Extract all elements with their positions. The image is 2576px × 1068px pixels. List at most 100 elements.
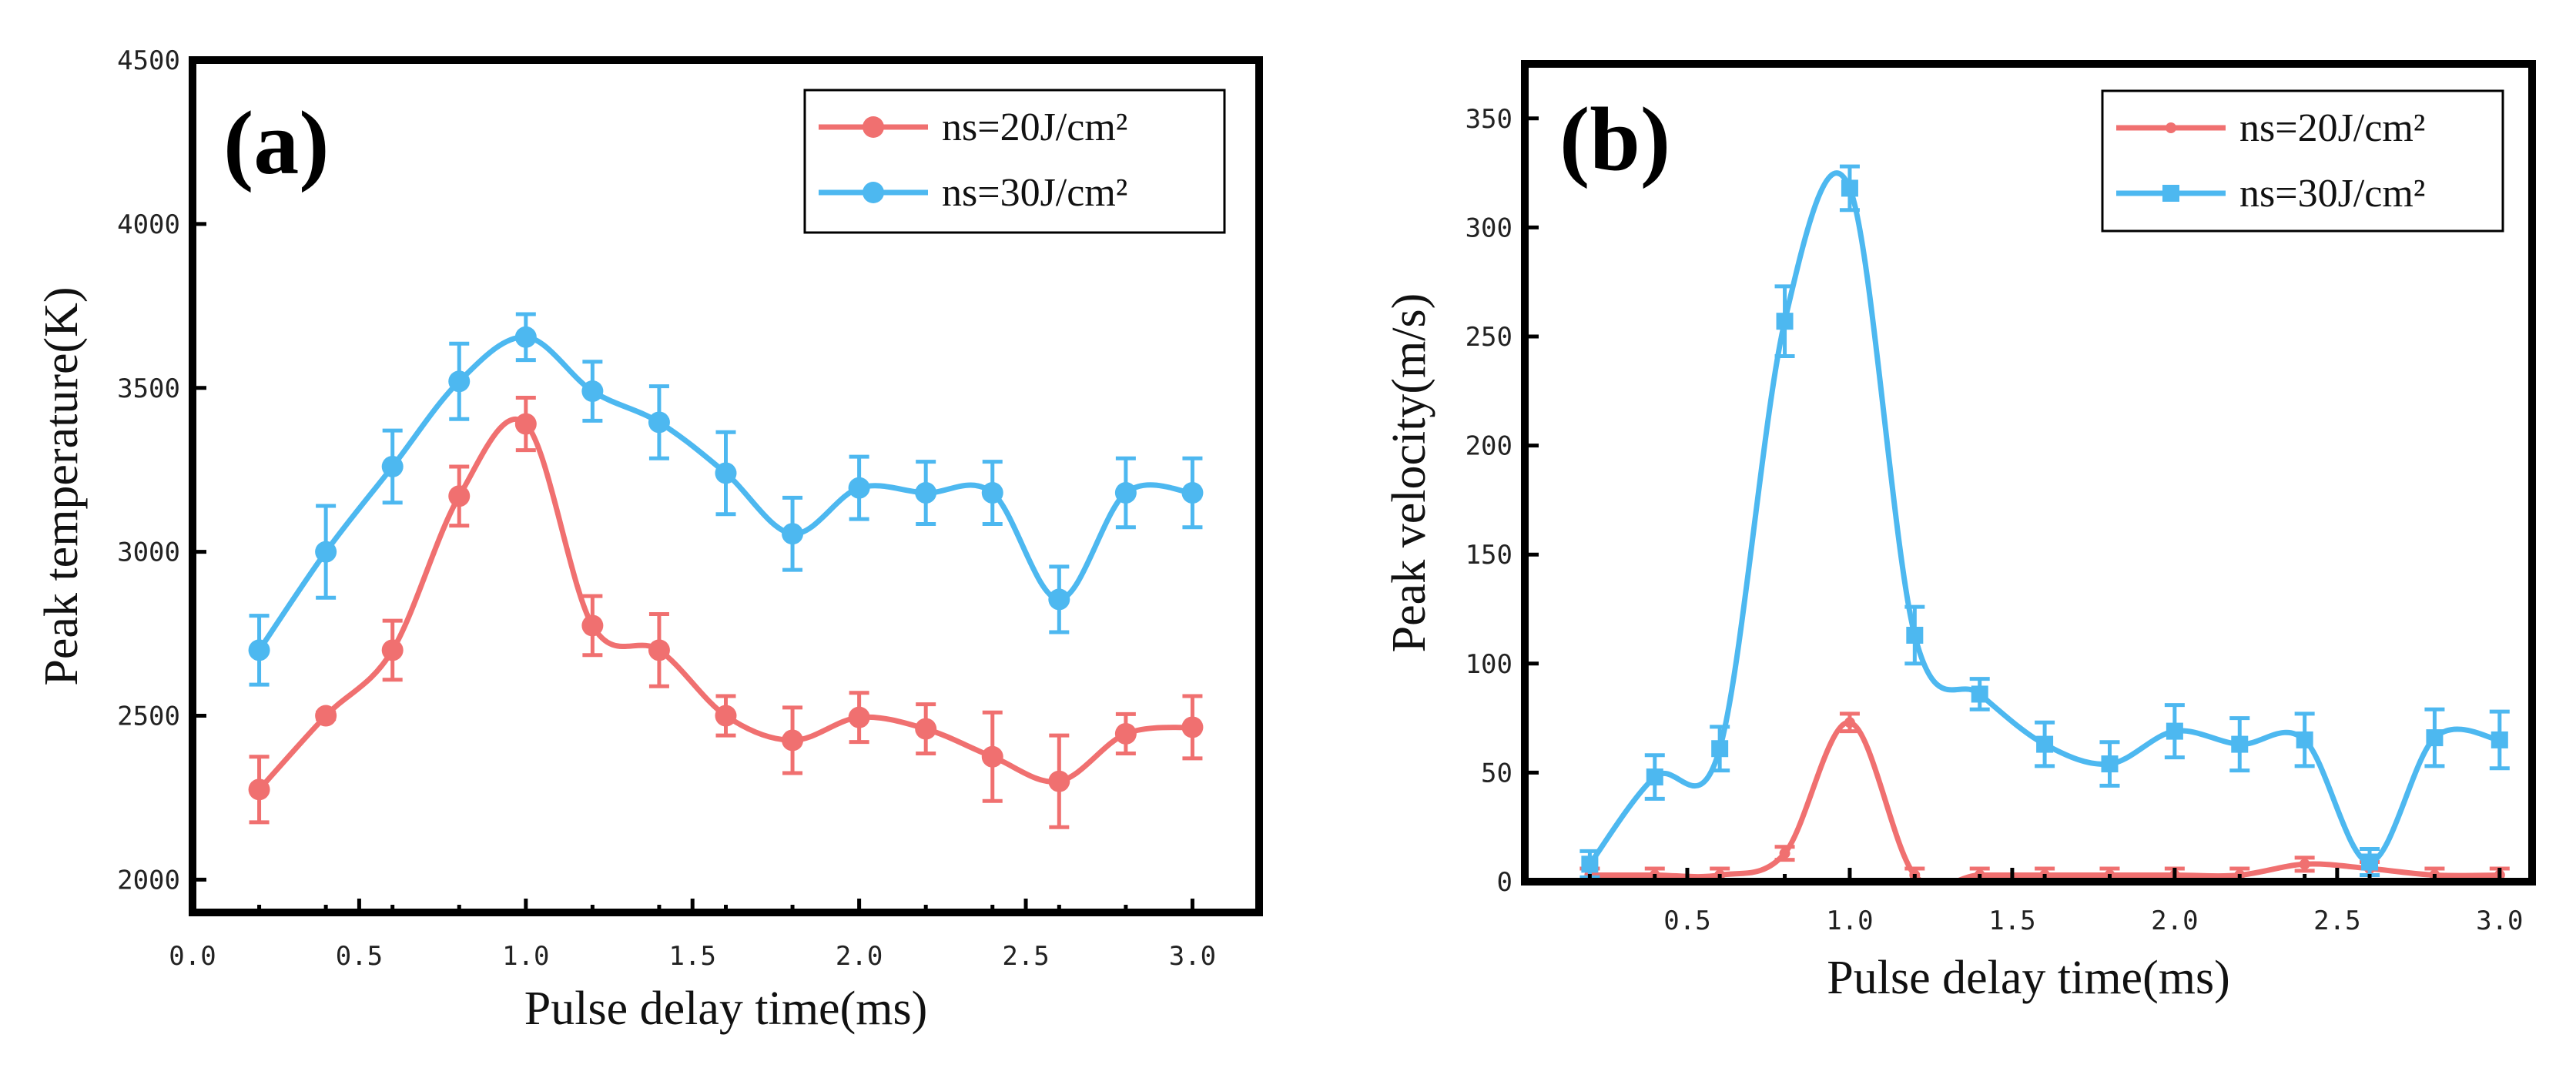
panel-b-series-2-point: [1581, 855, 1599, 873]
panel-b-series-2-point: [1971, 685, 1988, 703]
panel-a-y-tick-label: 2500: [117, 701, 180, 732]
panel-b-y-tick-label: 150: [1466, 540, 1512, 571]
panel-a-series-1-point: [915, 718, 937, 740]
panel-a-label: (a): [223, 92, 330, 193]
panel-b-frame: [1521, 60, 2536, 886]
panel-a-y-tick-label: 4500: [117, 45, 180, 76]
panel-b-legend-label: ns=20J/cm²: [2239, 106, 2425, 150]
panel-b-series-2-point: [2101, 755, 2119, 773]
panel-a-series-2-point: [448, 370, 471, 393]
panel-b-series-2-point: [1646, 768, 1663, 786]
panel-a-series-2-point: [848, 477, 870, 499]
panel-a-series-1-point: [981, 745, 1003, 768]
panel-a-series-1: [248, 396, 1204, 829]
panel-a-series-1-point: [448, 485, 471, 507]
panel-b-series-2-point: [2296, 731, 2313, 748]
panel-b-x-tick-label: 3.0: [2476, 906, 2523, 936]
panel-a-series-1-point: [1048, 770, 1070, 792]
panel-a-series-2-point: [648, 411, 670, 434]
panel-a-y-axis-title: Peak temperature(K): [35, 286, 88, 685]
panel-a-series-2-point: [915, 482, 937, 504]
panel-a-y-tick-label: 3000: [117, 537, 180, 568]
panel-b-series-2: [1579, 164, 2510, 879]
panel-b-series-2-point: [2426, 729, 2444, 747]
panel-b-series-1-point: [1779, 848, 1790, 859]
panel-b-series-1-point: [1844, 717, 1855, 728]
panel-a-legend-label: ns=30J/cm²: [942, 171, 1127, 215]
panel-a-series-2-point: [514, 326, 537, 348]
panel-b-series-1-line: [1589, 719, 2500, 882]
panel-a-ticks: 0.0 0.5 1.0 1.5 2.0 2.5 3.0 2000 2500 3000 3500 400…: [117, 45, 1216, 972]
panel-b-x-tick-label: 1.0: [1826, 906, 1873, 936]
panel-b-y-tick-label: 200: [1466, 431, 1512, 462]
panel-a-legend-swatch-marker: [863, 182, 884, 203]
panel-b-y-tick-label: 100: [1466, 649, 1512, 680]
panel-a-series-1-point: [514, 413, 537, 435]
panel-a-legend-box: [803, 89, 1226, 234]
panel-a-x-axis-title: Pulse delay time(ms): [524, 983, 927, 1035]
panel-b-y-tick-label: 0: [1497, 867, 1512, 898]
panel-a-x-tick-label: 2.0: [836, 941, 883, 972]
panel-b-series-2-point: [1711, 740, 1729, 758]
panel-a-x-tick-label: 1.5: [669, 941, 716, 972]
panel-a-series-1-point: [715, 705, 737, 727]
panel-b-y-tick-label: 250: [1466, 322, 1512, 353]
panel-b-series-2-point: [2166, 722, 2183, 740]
panel-a-y-tick-label: 4000: [117, 209, 180, 240]
panel-b-legend-label: ns=30J/cm²: [2239, 172, 2425, 216]
panel-a-chart: 0.0 0.5 1.0 1.5 2.0 2.5 3.0 2000 2500 3000 3500 400…: [35, 45, 1263, 1035]
panel-a-series-2-point: [1048, 588, 1070, 611]
panel-b-series-2-line: [1587, 170, 2501, 866]
panel-b-x-tick-label: 0.5: [1663, 906, 1710, 936]
panel-a-series-1-point: [381, 639, 404, 661]
panel-b-label: (b): [1559, 89, 1670, 189]
panel-a-series-1-point: [848, 706, 870, 728]
panel-a-series-2-point: [381, 455, 404, 477]
panel-a-series-1-point: [1181, 716, 1204, 738]
panel-b-legend-entries: ns=20J/cm² ns=30J/cm²: [2116, 106, 2425, 216]
panel-a-y-tick-label: 2000: [117, 865, 180, 896]
panel-b-y-tick-label: 50: [1481, 758, 1512, 788]
panel-b-legend-box: [2101, 89, 2504, 233]
panel-b-series-2-point: [1841, 179, 1858, 197]
panel-b-legend: ns=20J/cm² ns=30J/cm²: [2101, 89, 2504, 233]
panel-a-series-1-point: [315, 705, 337, 727]
panel-b-series-2-point: [2036, 735, 2054, 753]
panel-b-x-tick-label: 2.5: [2313, 906, 2360, 936]
panel-a-x-tick-label: 0.0: [169, 941, 216, 972]
panel-a-legend: ns=20J/cm² ns=30J/cm²: [803, 89, 1226, 234]
panel-a-series-2-point: [715, 462, 737, 484]
panel-b-x-tick-label: 2.0: [2151, 906, 2198, 936]
panel-a-series-2-point: [248, 639, 270, 661]
panel-b-legend-swatch-marker: [2162, 185, 2179, 202]
panel-b-series-2-point: [2361, 853, 2379, 871]
panel-a-series-1-point: [782, 729, 804, 752]
panel-b-series-2-point: [1776, 313, 1794, 330]
panel-a-series-2-point: [782, 523, 804, 545]
panel-a-x-tick-label: 0.5: [336, 941, 383, 972]
panel-a-x-tick-label: 1.0: [502, 941, 549, 972]
panel-a-series-1-point: [248, 778, 270, 801]
panel-b-legend-swatch-marker: [2166, 122, 2176, 133]
panel-a-legend-swatch-marker: [863, 116, 884, 138]
panel-a-x-tick-label: 2.5: [1002, 941, 1049, 972]
panel-b-ticks: 0.5 1.0 1.5 2.0 2.5 3.0 0 50 100 150 200 250 300 350: [1466, 104, 2524, 936]
panel-a-series-2-point: [981, 482, 1003, 504]
panel-b-y-tick-label: 300: [1466, 213, 1512, 243]
panel-a-series-2: [248, 312, 1204, 687]
panel-b-series-2-point: [2491, 731, 2508, 748]
panel-a-x-tick-label: 3.0: [1169, 941, 1216, 972]
panel-b-series-2-point: [2231, 735, 2249, 753]
panel-a-series-1-point: [648, 639, 670, 661]
panel-a-series-2-point: [1181, 482, 1204, 504]
panel-b-series-layer: [1579, 164, 2510, 882]
panel-b-x-tick-label: 1.5: [1988, 906, 2035, 936]
panel-a-series-2-point: [581, 380, 604, 403]
panel-b-y-tick-label: 350: [1466, 104, 1512, 135]
panel-a-series-layer: [248, 312, 1204, 829]
panel-b-chart: 0.5 1.0 1.5 2.0 2.5 3.0050100150200250300350 …: [1383, 60, 2536, 1004]
panel-a-series-1-point: [1114, 722, 1137, 745]
panel-b-y-axis-title: Peak velocity(m/s): [1383, 293, 1435, 653]
panel-a-legend-entries: ns=20J/cm² ns=30J/cm²: [819, 105, 1127, 215]
panel-b-series-2-point: [1906, 626, 1924, 644]
